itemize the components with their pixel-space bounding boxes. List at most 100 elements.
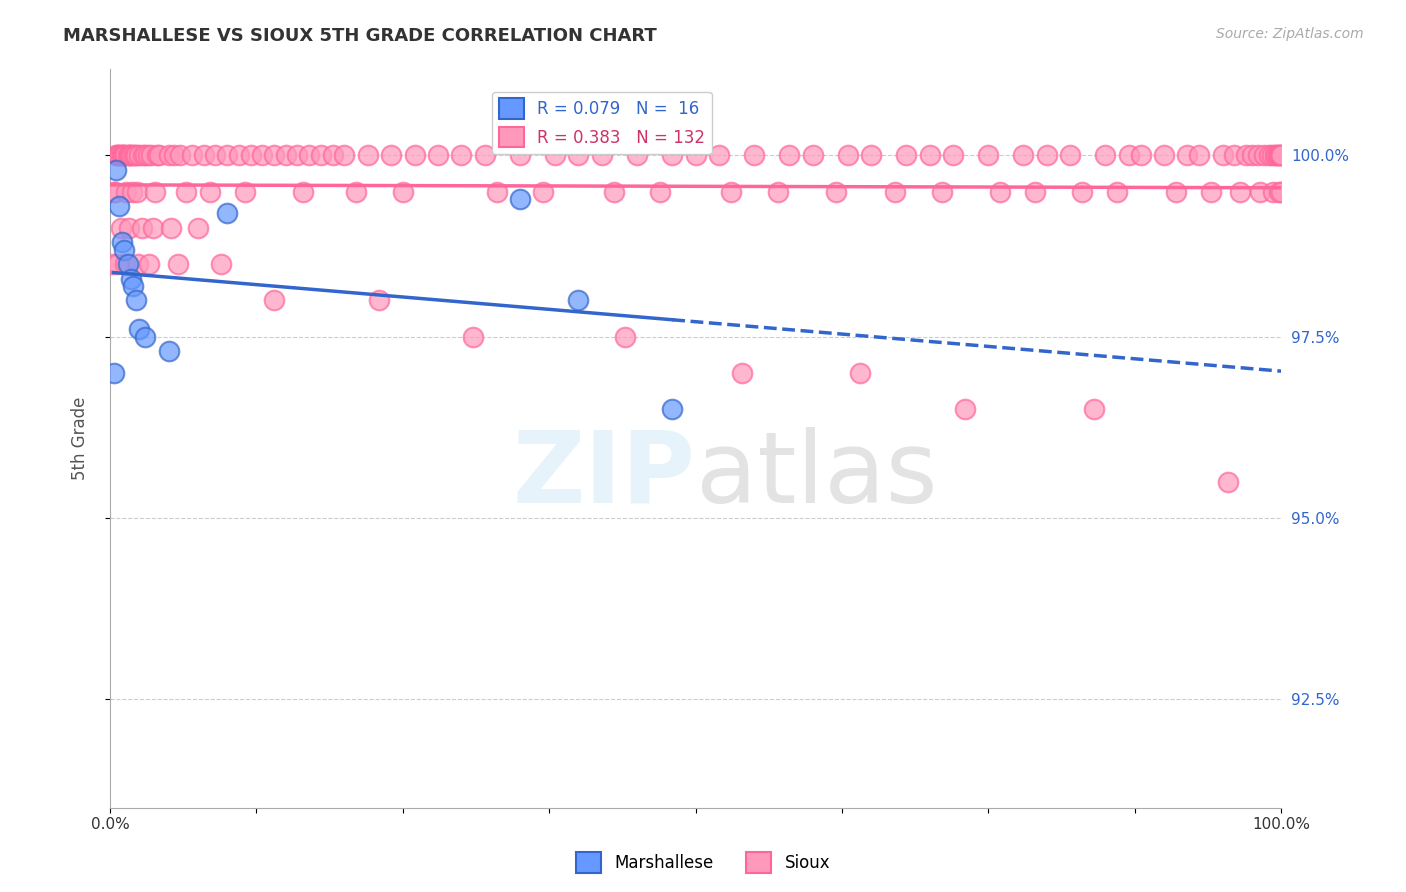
Point — [848, 366, 870, 380]
Point — [720, 185, 742, 199]
Point — [509, 192, 531, 206]
Point — [1234, 148, 1257, 162]
Point — [103, 185, 125, 199]
Point — [292, 185, 315, 199]
Point — [132, 148, 155, 162]
Point — [263, 293, 285, 308]
Point — [298, 148, 321, 162]
Point — [122, 279, 145, 293]
Point — [1177, 148, 1199, 162]
Text: Source: ZipAtlas.com: Source: ZipAtlas.com — [1216, 27, 1364, 41]
Point — [108, 148, 131, 162]
Point — [426, 148, 449, 162]
Point — [661, 148, 683, 162]
Point — [380, 148, 402, 162]
Point — [125, 148, 148, 162]
Point — [118, 148, 141, 162]
Point — [896, 148, 918, 162]
Point — [1012, 148, 1035, 162]
Point — [1253, 148, 1275, 162]
Point — [1164, 185, 1187, 199]
Legend: R = 0.079   N =  16, R = 0.383   N = 132: R = 0.079 N = 16, R = 0.383 N = 132 — [492, 92, 711, 154]
Point — [117, 148, 139, 162]
Point — [160, 221, 183, 235]
Point — [1199, 185, 1222, 199]
Point — [461, 329, 484, 343]
Point — [128, 322, 150, 336]
Point — [1265, 148, 1288, 162]
Point — [1094, 148, 1116, 162]
Point — [104, 163, 127, 178]
Point — [650, 185, 672, 199]
Point — [118, 221, 141, 235]
Point — [567, 293, 589, 308]
Point — [148, 148, 170, 162]
Point — [322, 148, 344, 162]
Point — [1218, 475, 1240, 489]
Point — [567, 148, 589, 162]
Text: MARSHALLESE VS SIOUX 5TH GRADE CORRELATION CHART: MARSHALLESE VS SIOUX 5TH GRADE CORRELATI… — [63, 27, 657, 45]
Point — [1270, 148, 1292, 162]
Point — [368, 293, 391, 308]
Point — [1249, 185, 1271, 199]
Point — [117, 257, 139, 271]
Point — [837, 148, 859, 162]
Point — [1071, 185, 1094, 199]
Point — [163, 148, 186, 162]
Point — [1240, 148, 1263, 162]
Point — [131, 221, 153, 235]
Point — [187, 221, 209, 235]
Point — [1229, 185, 1251, 199]
Point — [1223, 148, 1246, 162]
Point — [239, 148, 262, 162]
Point — [143, 185, 166, 199]
Point — [801, 148, 824, 162]
Point — [204, 148, 226, 162]
Point — [509, 148, 531, 162]
Point — [157, 148, 180, 162]
Point — [120, 148, 142, 162]
Point — [233, 185, 256, 199]
Point — [274, 148, 297, 162]
Point — [661, 402, 683, 417]
Point — [125, 185, 148, 199]
Point — [217, 206, 239, 220]
Point — [263, 148, 285, 162]
Point — [1129, 148, 1152, 162]
Point — [114, 148, 136, 162]
Point — [146, 148, 169, 162]
Point — [193, 148, 215, 162]
Point — [685, 148, 707, 162]
Point — [766, 185, 789, 199]
Point — [450, 148, 472, 162]
Point — [333, 148, 356, 162]
Point — [108, 199, 131, 213]
Point — [742, 148, 765, 162]
Point — [474, 148, 496, 162]
Point — [111, 148, 134, 162]
Point — [531, 185, 554, 199]
Point — [128, 148, 150, 162]
Point — [112, 148, 135, 162]
Point — [101, 257, 124, 271]
Point — [778, 148, 800, 162]
Text: atlas: atlas — [696, 426, 938, 524]
Point — [124, 148, 146, 162]
Point — [167, 257, 190, 271]
Point — [118, 148, 141, 162]
Point — [1024, 185, 1046, 199]
Point — [252, 148, 274, 162]
Point — [1118, 148, 1140, 162]
Point — [110, 148, 132, 162]
Point — [1036, 148, 1059, 162]
Point — [120, 271, 142, 285]
Point — [1212, 148, 1234, 162]
Point — [134, 329, 156, 343]
Point — [1107, 185, 1129, 199]
Point — [138, 257, 160, 271]
Point — [104, 185, 127, 199]
Point — [392, 185, 415, 199]
Point — [198, 185, 221, 199]
Point — [121, 185, 143, 199]
Point — [114, 257, 136, 271]
